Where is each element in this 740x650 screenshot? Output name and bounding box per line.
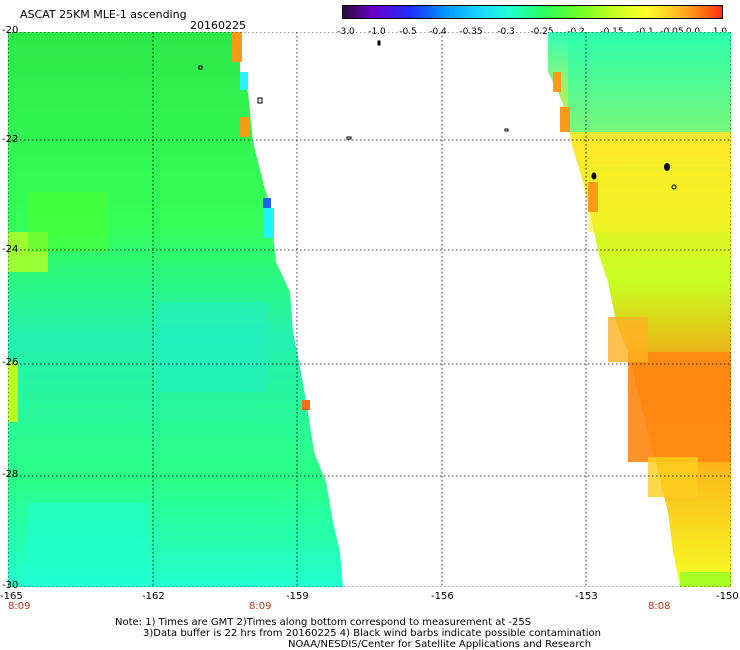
lat-label: -22 (2, 134, 19, 145)
lat-label: -30 (2, 580, 19, 591)
chart-title: ASCAT 25KM MLE-1 ascending (20, 8, 187, 21)
time-label: 8:09 (8, 601, 31, 612)
right-swath (548, 32, 731, 587)
colorbar-tick: -3.0 (337, 27, 355, 37)
left-swath (8, 32, 343, 587)
time-label: 8:09 (249, 601, 272, 612)
lon-label: -156 (431, 591, 454, 602)
colorbar-tick: -0.4 (429, 27, 447, 37)
chart-date: 20160225 (190, 19, 246, 32)
time-label: 8:08 (648, 601, 671, 612)
map-plot (8, 32, 731, 587)
note-line: NOAA/NESDIS/Center for Satellite Applica… (288, 639, 592, 650)
colorbar-tick: -0.25 (530, 27, 554, 37)
lon-label: -162 (142, 591, 165, 602)
colorbar-tick: -0.3 (497, 27, 515, 37)
colorbar (342, 5, 723, 19)
lat-label: -26 (2, 357, 19, 368)
lat-label: -20 (2, 25, 19, 36)
lon-label: -150 (716, 591, 739, 602)
lon-label: -159 (286, 591, 309, 602)
map-grid (8, 32, 731, 587)
lon-label: -165 (0, 591, 23, 602)
lat-label: -24 (2, 244, 19, 255)
lon-label: -153 (575, 591, 598, 602)
lat-label: -28 (2, 469, 19, 480)
colorbar-tick: -0.35 (459, 27, 483, 37)
note-line: 3)Data buffer is 22 hrs from 20160225 4)… (143, 628, 601, 639)
note-line: Note: 1) Times are GMT 2)Times along bot… (115, 617, 532, 628)
island-marks (198, 40, 677, 190)
notes: Note: 1) Times are GMT 2)Times along bot… (115, 617, 601, 650)
